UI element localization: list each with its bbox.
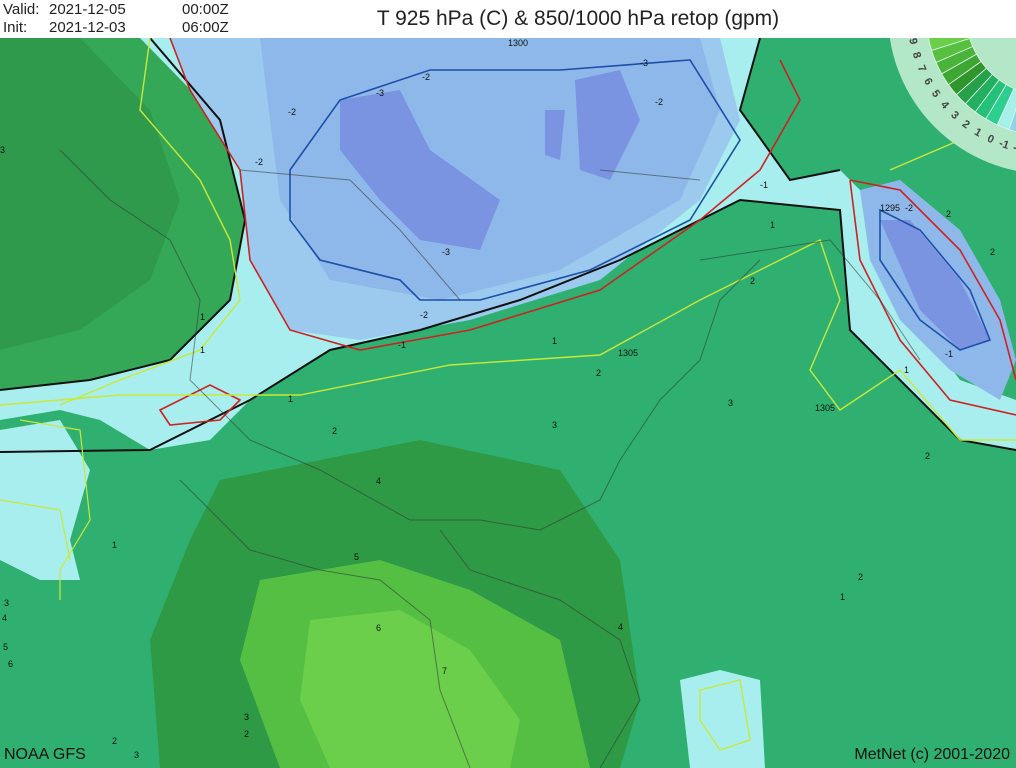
legend-label: 5	[929, 88, 942, 100]
valid-time: 00:00Z	[182, 1, 229, 18]
contour-label: 3	[134, 750, 139, 760]
contour-label: -3	[376, 88, 384, 98]
contour-label: -3	[442, 247, 450, 257]
contour-label: 3	[4, 598, 9, 608]
contour-label: 1	[770, 220, 775, 230]
contour-label: 3	[552, 420, 557, 430]
contour-label: 3	[728, 398, 733, 408]
contour-label: 1305	[618, 348, 638, 358]
contour-label: 1	[200, 312, 205, 322]
credit-label: MetNet (c) 2001-2020	[854, 746, 1010, 763]
contour-label: 1	[288, 394, 293, 404]
contour-label: 3	[244, 712, 249, 722]
cold-pocket-west	[0, 420, 90, 580]
isotherm-minus1-loop	[158, 384, 242, 426]
contour-label: 1305	[815, 403, 835, 413]
legend-label: -2	[1012, 142, 1016, 156]
legend-label: 6	[921, 76, 934, 87]
legend-label: 0	[985, 133, 996, 146]
isotherm-zero-north	[738, 38, 841, 182]
isotherm-minus2-east	[879, 208, 992, 351]
legend-label: 8	[910, 51, 923, 60]
init-date: 2021-12-03	[49, 19, 126, 36]
contour-label: 4	[2, 613, 7, 623]
legend-swatch	[1008, 107, 1016, 133]
isotherm-zero-west	[0, 38, 247, 391]
isotherm-minus1	[169, 38, 801, 351]
contour-label: 1	[112, 540, 117, 550]
contour-label: -2	[905, 203, 913, 213]
contour-label: -2	[420, 310, 428, 320]
header: Valid: 2021-12-05 00:00Z Init: 2021-12-0…	[0, 0, 1016, 38]
contour-label: -1	[398, 340, 406, 350]
cold-core-east	[880, 220, 990, 350]
legend-label: -1	[997, 137, 1010, 151]
contour-label: 5	[354, 552, 359, 562]
legend-label: 1	[972, 126, 983, 139]
contour-label: 2	[332, 426, 337, 436]
warm-core	[300, 610, 520, 768]
contour-label: 1295	[880, 203, 900, 213]
contour-label: 2	[990, 247, 995, 257]
legend-label: 9	[906, 38, 919, 45]
contour-label: 1	[200, 345, 205, 355]
valid-label: Valid:	[3, 1, 40, 18]
contour-label: -1	[945, 349, 953, 359]
contour-label: -2	[255, 157, 263, 167]
contour-label: 5	[3, 642, 8, 652]
contour-label: -3	[640, 58, 648, 68]
isotherm-minus2	[289, 59, 741, 301]
contour-label: 2	[750, 276, 755, 286]
contour-label: 2	[858, 572, 863, 582]
init-label: Init:	[3, 19, 28, 36]
valid-date: 2021-12-05	[49, 1, 126, 18]
retop-west	[59, 38, 241, 406]
contour-labels: 1300-2-3-3-3-2-2-2-1 11305122334567412312…	[0, 38, 995, 760]
isotherm-minus1-east	[849, 179, 1016, 416]
contour-label: 6	[8, 659, 13, 669]
contour-label: 1	[840, 592, 845, 602]
contour-label: 2	[244, 729, 249, 739]
contour-label: 3	[0, 145, 5, 155]
contour-label: 4	[376, 476, 381, 486]
legend-label: 7	[915, 64, 928, 74]
contour-label: 2	[596, 368, 601, 378]
contour-label: 4	[618, 622, 623, 632]
contour-label: 1	[904, 365, 909, 375]
retop-sw	[0, 419, 91, 600]
isotherm-zero-main	[0, 198, 1016, 453]
retop-south-loop	[699, 679, 751, 751]
cold-pocket-south	[680, 670, 765, 768]
init-time: 06:00Z	[182, 19, 229, 36]
retop-1305	[0, 239, 1016, 441]
contour-label: 1300	[508, 38, 528, 48]
source-label: NOAA GFS	[4, 746, 86, 763]
cold-core-2	[575, 70, 640, 180]
contour-label: -2	[288, 107, 296, 117]
contour-label: 1	[552, 336, 557, 346]
contour-label: -2	[655, 97, 663, 107]
weather-map: 1300-2-3-3-3-2-2-2-1 11305122334567412312…	[0, 38, 1016, 768]
contour-label: -1	[760, 180, 768, 190]
contour-label: 2	[925, 451, 930, 461]
contour-label: 6	[376, 623, 381, 633]
map-title: T 925 hPa (C) & 850/1000 hPa retop (gpm)	[376, 7, 780, 30]
contour-label: -2	[422, 72, 430, 82]
contour-label: 2	[946, 209, 951, 219]
cold-core-3	[545, 110, 565, 160]
legend-center	[969, 38, 1016, 90]
temp-field-west-dark	[0, 38, 180, 350]
contour-label: 7	[442, 666, 447, 676]
contour-label: 2	[112, 736, 117, 746]
cold-core-1	[340, 90, 500, 250]
country-borders	[59, 149, 921, 768]
